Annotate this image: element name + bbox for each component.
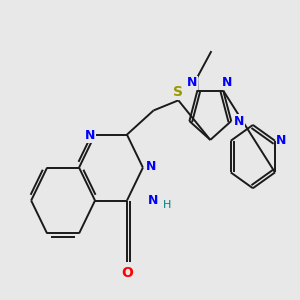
Text: N: N <box>276 134 286 147</box>
Text: N: N <box>146 160 156 173</box>
Text: N: N <box>187 76 197 89</box>
Text: N: N <box>234 115 244 128</box>
Text: O: O <box>121 266 133 280</box>
Text: S: S <box>173 85 183 99</box>
Text: H: H <box>163 200 171 210</box>
Text: N: N <box>85 129 95 142</box>
Text: N: N <box>148 194 159 207</box>
Text: N: N <box>222 76 232 89</box>
